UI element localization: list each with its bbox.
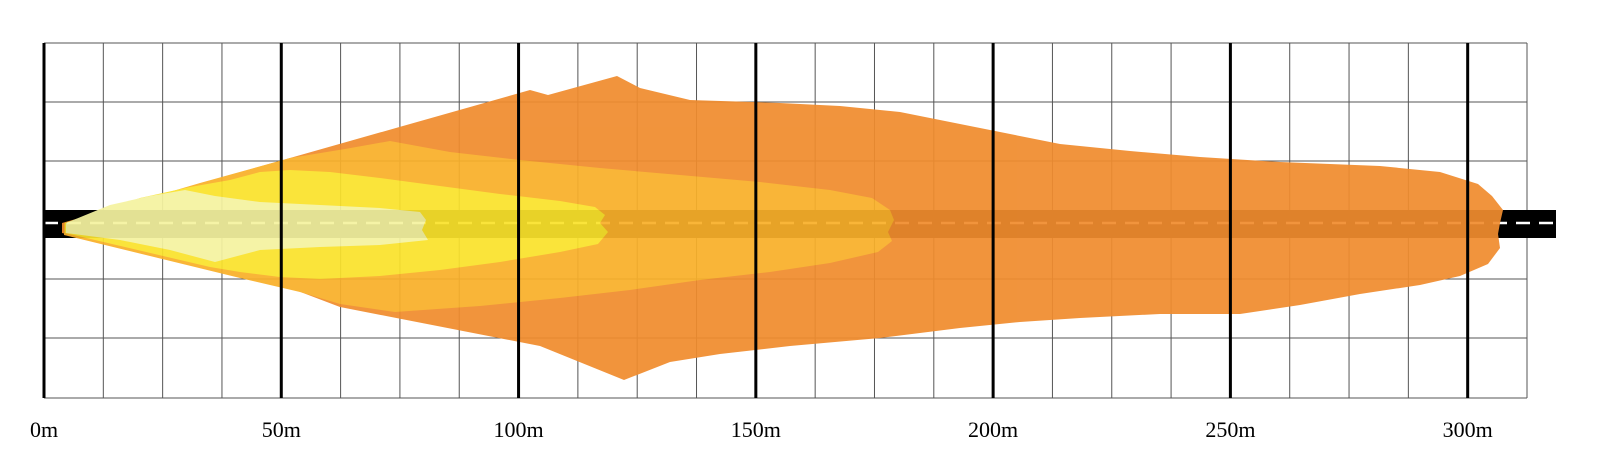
tick-label: 250m: [1205, 417, 1255, 442]
tick-label: 50m: [262, 417, 301, 442]
grid-major: [42, 43, 1470, 398]
distance-axis-labels: 0m 50m 100m 150m 200m 250m 300m: [30, 417, 1493, 442]
tick-label: 300m: [1443, 417, 1493, 442]
tick-label: 150m: [731, 417, 781, 442]
tick-label: 200m: [968, 417, 1018, 442]
tick-label: 0m: [30, 417, 58, 442]
beam-zones: [62, 76, 1503, 380]
beam-zone-inner: [66, 190, 428, 262]
tick-label: 100m: [493, 417, 543, 442]
